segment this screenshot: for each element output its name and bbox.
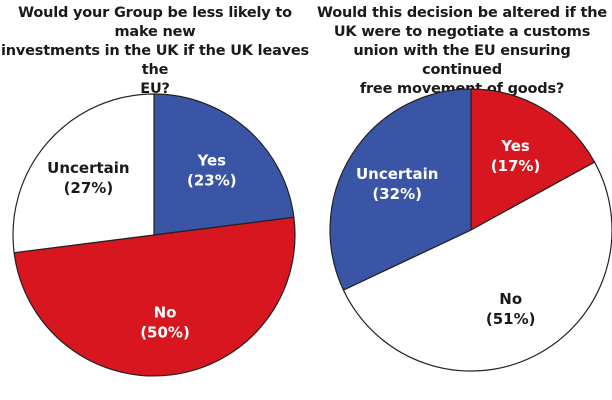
slice-percent: (51%): [486, 310, 536, 328]
slice-percent: (23%): [187, 171, 237, 189]
slice-name: Uncertain: [356, 165, 438, 183]
pie-slice-uncertain: [12, 93, 155, 254]
chart-2-title: Would this decision be altered if the UK…: [312, 4, 612, 99]
chart-1-title-line: Would your Group be less likely to make …: [18, 5, 292, 40]
slice-label-yes: Yes (23%): [187, 151, 237, 189]
slice-label-uncertain: Uncertain (27%): [47, 159, 129, 197]
pie-chart-2: Yes (17%) No (51%) Uncertain (32%): [329, 88, 612, 372]
slice-label-yes: Yes (17%): [491, 137, 541, 175]
chart-2-title-line: Would this decision be altered if the: [317, 5, 607, 21]
slice-name: Yes: [197, 151, 227, 169]
slice-percent: (17%): [491, 157, 541, 175]
chart-1-title-line: EU?: [140, 81, 170, 97]
slice-percent: (27%): [64, 179, 114, 197]
pie-slice-no: [13, 216, 296, 377]
slice-label-uncertain: Uncertain (32%): [356, 165, 438, 203]
pie-slice-yes: [470, 88, 596, 232]
chart-1-title: Would your Group be less likely to make …: [0, 4, 310, 99]
slice-name: Uncertain: [47, 159, 129, 177]
pie-chart-1: Yes (23%) No (50%) Uncertain (27%): [12, 93, 296, 377]
slice-percent: (32%): [372, 185, 422, 203]
slice-label-no: No (51%): [486, 290, 536, 328]
slice-name: Yes: [500, 137, 530, 155]
chart-1-title-line: investments in the UK if the UK leaves t…: [1, 43, 309, 78]
slice-percent: (50%): [140, 324, 190, 342]
pie-slice-yes: [153, 93, 295, 236]
slice-label-no: No (50%): [140, 304, 190, 342]
pie-slice-uncertain: [329, 88, 472, 291]
slice-name: No: [499, 290, 522, 308]
slice-name: No: [154, 304, 177, 322]
chart-2-title-line: union with the EU ensuring continued: [353, 43, 571, 78]
chart-2-title-line: UK were to negotiate a customs: [333, 24, 591, 40]
